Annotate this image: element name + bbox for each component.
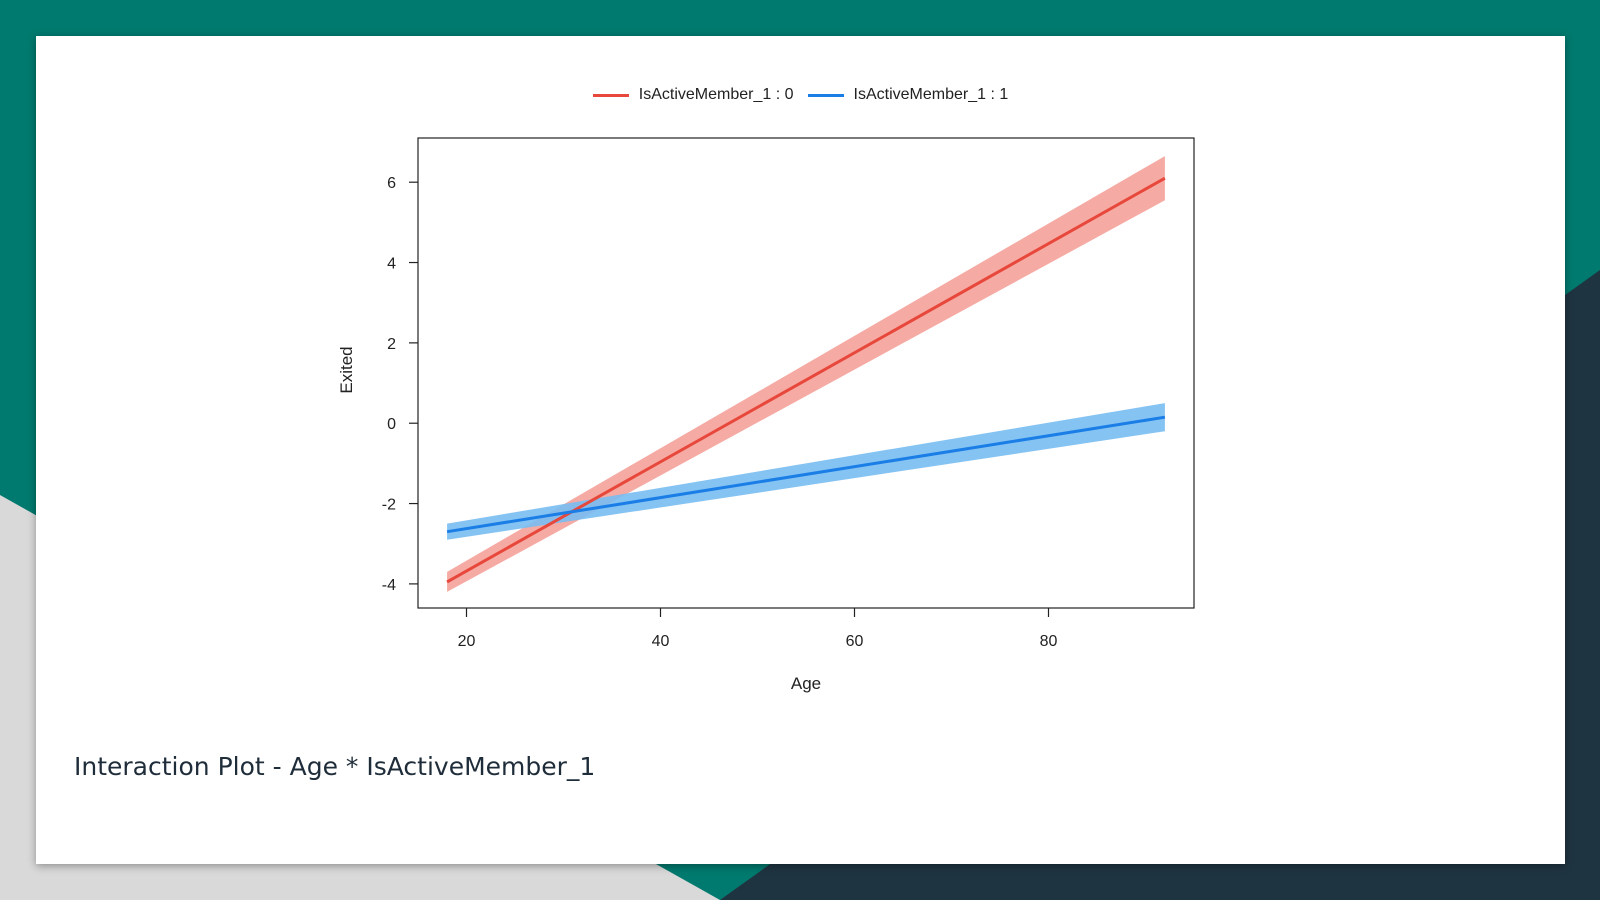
y-tick-label-0: 0	[387, 416, 396, 433]
legend-swatch-active	[807, 93, 844, 97]
legend-item-inactive: IsActiveMember_1 : 0	[592, 86, 794, 104]
y-axis-label: Exited	[337, 346, 356, 393]
confidence-band-1	[447, 403, 1165, 540]
x-tick-label-80: 80	[1040, 633, 1058, 650]
x-tick-label-40: 40	[652, 633, 670, 650]
legend-swatch-inactive	[592, 93, 629, 97]
legend-item-active: IsActiveMember_1 : 1	[807, 86, 1009, 104]
chart-legend: IsActiveMember_1 : 0 IsActiveMember_1 : …	[36, 86, 1565, 104]
x-tick-label-60: 60	[846, 633, 864, 650]
legend-label-inactive: IsActiveMember_1 : 0	[638, 86, 794, 103]
series-line-0	[446, 176, 1166, 584]
legend-label-active: IsActiveMember_1 : 1	[853, 86, 1009, 103]
slide-card: 20 40 60 80 -4 -2 0 2 4 6 Age Exited IsActiveMember…	[36, 36, 1565, 864]
y-tick-label-2: 2	[387, 336, 396, 353]
y-tick-label--2: -2	[382, 497, 396, 514]
y-tick-label--4: -4	[382, 577, 396, 594]
x-tick-label-20: 20	[458, 633, 476, 650]
slide-caption: Interaction Plot - Age * IsActiveMember_…	[74, 752, 596, 781]
series-line-1	[446, 415, 1166, 534]
plot-frame	[417, 137, 1195, 609]
y-tick-label-6: 6	[387, 175, 396, 192]
y-tick-label-4: 4	[387, 256, 396, 273]
confidence-band-0	[447, 156, 1165, 592]
x-axis-label: Age	[791, 674, 821, 693]
interaction-plot: 20 40 60 80 -4 -2 0 2 4 6 Age Exited	[337, 137, 1195, 693]
